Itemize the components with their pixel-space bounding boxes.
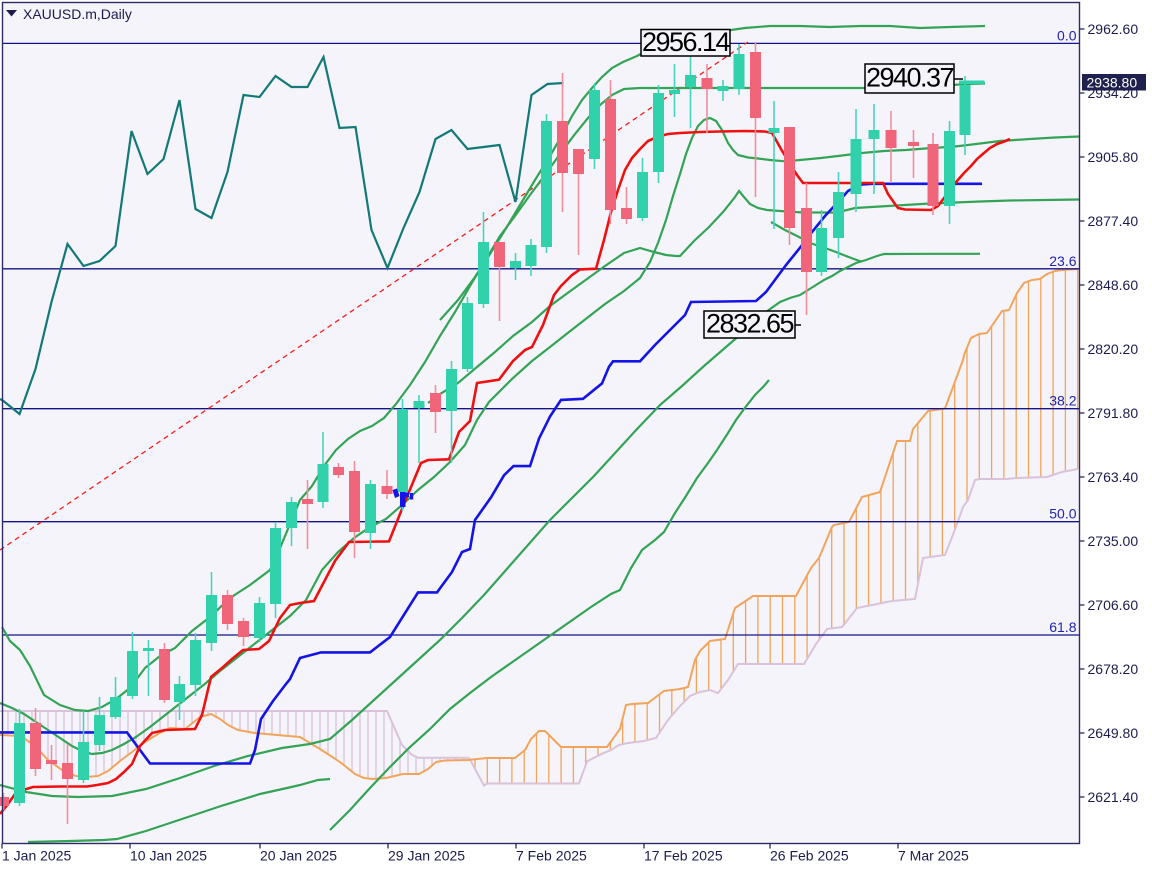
svg-text:17 Feb 2025: 17 Feb 2025 [644,848,723,864]
svg-text:2938.80: 2938.80 [1087,75,1138,91]
svg-text:2877.40: 2877.40 [1088,213,1139,229]
svg-text:2905.80: 2905.80 [1088,149,1139,165]
svg-text:38.2: 38.2 [1049,393,1076,409]
svg-text:10 Jan 2025: 10 Jan 2025 [130,848,207,864]
svg-text:2621.40: 2621.40 [1088,789,1139,805]
svg-text:61.8: 61.8 [1049,619,1076,635]
svg-text:26 Feb 2025: 26 Feb 2025 [770,848,849,864]
svg-text:XAUUSD.m,Daily: XAUUSD.m,Daily [23,6,132,22]
svg-text:2763.40: 2763.40 [1088,469,1139,485]
svg-text:2832.65: 2832.65 [706,309,794,339]
svg-text:2962.60: 2962.60 [1088,21,1139,37]
svg-text:7 Feb 2025: 7 Feb 2025 [516,848,587,864]
svg-text:2735.00: 2735.00 [1088,533,1139,549]
svg-text:2706.60: 2706.60 [1088,597,1139,613]
svg-text:1 Jan 2025: 1 Jan 2025 [2,848,71,864]
svg-text:2848.60: 2848.60 [1088,277,1139,293]
svg-text:20 Jan 2025: 20 Jan 2025 [260,848,337,864]
svg-text:2820.20: 2820.20 [1088,341,1139,357]
svg-text:2649.80: 2649.80 [1088,725,1139,741]
svg-text:29 Jan 2025: 29 Jan 2025 [388,848,465,864]
svg-text:23.6: 23.6 [1049,253,1076,269]
svg-text:50.0: 50.0 [1049,506,1076,522]
svg-text:2791.80: 2791.80 [1088,405,1139,421]
svg-text:2956.14: 2956.14 [642,27,731,57]
svg-text:2678.20: 2678.20 [1088,661,1139,677]
svg-text:2940.37: 2940.37 [866,63,954,93]
svg-text:7 Mar 2025: 7 Mar 2025 [898,848,969,864]
svg-text:0.0: 0.0 [1057,27,1077,43]
